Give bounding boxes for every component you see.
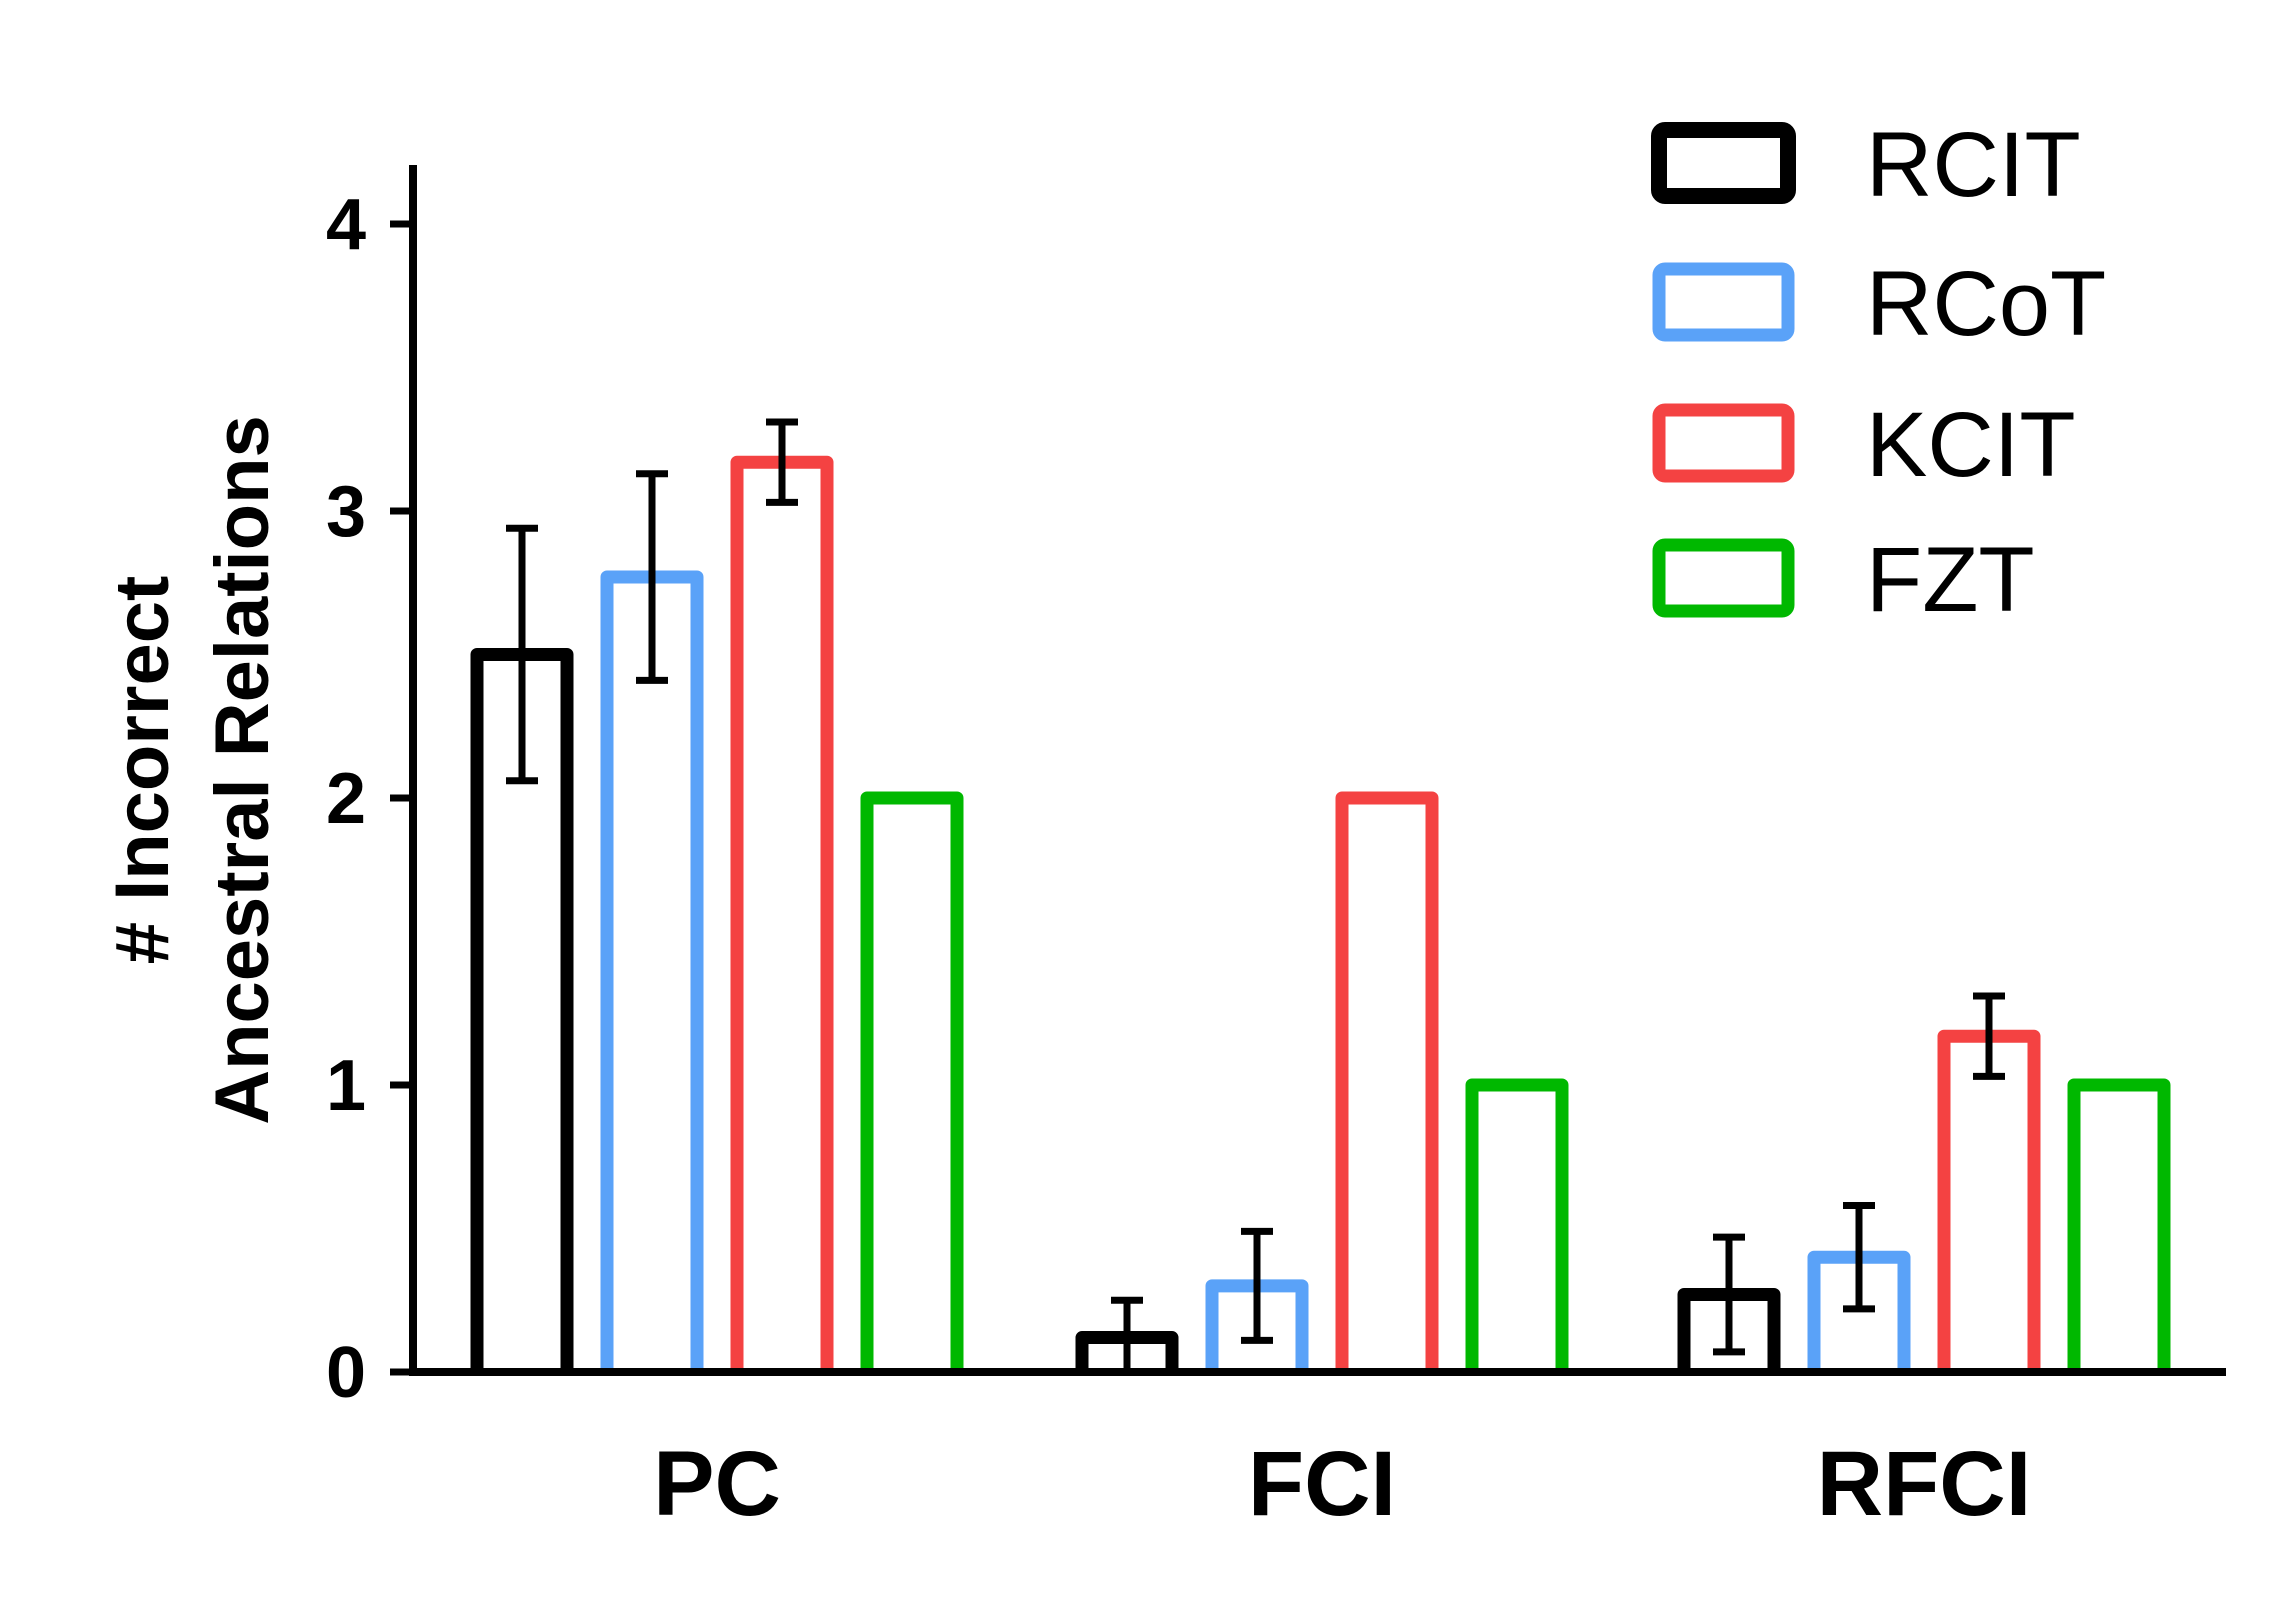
error-bar-rcot-fci (1241, 1227, 1273, 1344)
error-bar-rcit-pc (506, 524, 538, 785)
legend-swatch-fzt (1652, 538, 1795, 618)
legend-swatch-kcit (1652, 403, 1795, 483)
bar-rcot-pc (600, 570, 704, 1372)
legend-item-fzt: FZT (1652, 529, 2035, 631)
legend-swatch-rcit (1651, 122, 1796, 204)
bar-kcit-rfci (1937, 1029, 2041, 1372)
y-tick-label-0: 0 (326, 1333, 366, 1413)
bar-kcit-fci (1335, 791, 1439, 1372)
legend-item-kcit: KCIT (1652, 394, 2076, 496)
y-axis-title-line-1: # Incorrect (100, 576, 185, 965)
y-tick-label-4: 4 (326, 185, 366, 265)
y-tick-label-1: 1 (326, 1046, 366, 1126)
error-bar-kcit-rfci (1973, 992, 2005, 1080)
legend-item-rcot: RCoT (1652, 253, 2106, 355)
legend-label-rcit: RCIT (1866, 114, 2081, 216)
y-axis-title-line-2: Ancestral Relations (200, 415, 285, 1125)
bar-fzt-fci (1465, 1078, 1569, 1372)
legend-label-rcot: RCoT (1866, 253, 2106, 355)
bar-fzt-pc (860, 791, 964, 1372)
x-category-label-rfci: RFCI (1817, 1433, 2032, 1535)
bar-kcit-pc (730, 455, 834, 1372)
legend-item-rcit: RCIT (1651, 114, 2081, 216)
legend: RCIT RCoT KCIT FZT (1651, 114, 2106, 631)
legend-label-fzt: FZT (1866, 529, 2035, 631)
error-bar-rcot-pc (636, 470, 668, 684)
bar-fzt-rfci (2067, 1078, 2171, 1372)
legend-swatch-rcot (1652, 262, 1795, 342)
x-category-labels: PC FCI RFCI (653, 1433, 2031, 1535)
error-bar-rcit-rfci (1713, 1233, 1745, 1356)
y-ticks-layer: 0 1 2 3 4 (326, 185, 413, 1413)
axes-layer (409, 165, 2226, 1376)
legend-label-kcit: KCIT (1866, 394, 2076, 496)
error-bar-rcot-rfci (1843, 1202, 1875, 1313)
error-bar-kcit-pc (766, 418, 798, 506)
y-tick-label-2: 2 (326, 759, 366, 839)
y-tick-label-3: 3 (326, 472, 366, 552)
error-bars-layer (506, 418, 2005, 1376)
x-category-label-pc: PC (653, 1433, 781, 1535)
x-category-label-fci: FCI (1248, 1433, 1396, 1535)
y-axis-title: # Incorrect Ancestral Relations (100, 415, 285, 1125)
